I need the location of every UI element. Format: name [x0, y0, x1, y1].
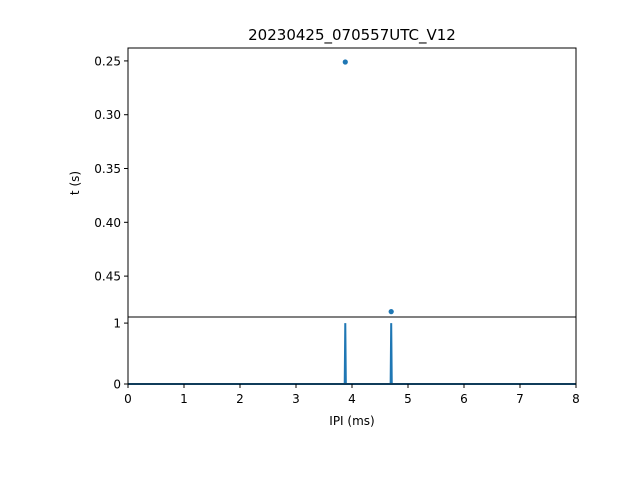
bottom-y-tick-label: 0	[113, 378, 121, 392]
scatter-point-2	[388, 309, 394, 315]
x-tick-label: 6	[460, 392, 468, 406]
x-tick-label: 7	[516, 392, 524, 406]
x-tick-label: 4	[348, 392, 356, 406]
top-y-tick-label: 0.35	[94, 162, 121, 176]
bottom-y-axis-ticks: 01	[113, 317, 128, 392]
bottom-x-axis-ticks: 0 1 2 3 4 5 6 7 8	[124, 384, 580, 406]
chart-title: 20230425_070557UTC_V12	[248, 26, 456, 45]
top-y-tick-label: 0.30	[94, 108, 121, 122]
scatter-point-1	[342, 59, 348, 65]
top-y-tick-label: 0.45	[94, 270, 121, 284]
x-tick-label: 2	[236, 392, 244, 406]
top-y-tick-label: 0.40	[94, 216, 121, 230]
bottom-y-tick-label: 1	[113, 317, 121, 331]
scatter-points	[342, 59, 394, 315]
x-axis-label: IPI (ms)	[329, 414, 374, 428]
x-tick-label: 5	[404, 392, 412, 406]
top-y-axis-ticks: 0.25 0.30 0.35 0.40 0.45	[94, 54, 128, 284]
top-y-tick-label: 0.25	[94, 54, 121, 68]
top-y-axis-label: t (s)	[68, 171, 82, 195]
bottom-plot-frame	[127, 316, 577, 385]
x-tick-label: 8	[572, 392, 580, 406]
x-tick-label: 0	[124, 392, 132, 406]
scatter-panel: 20230425_070557UTC_V12 0.250.300.350.400…	[68, 26, 577, 318]
x-tick-label: 3	[292, 392, 300, 406]
x-tick-label: 1	[180, 392, 188, 406]
